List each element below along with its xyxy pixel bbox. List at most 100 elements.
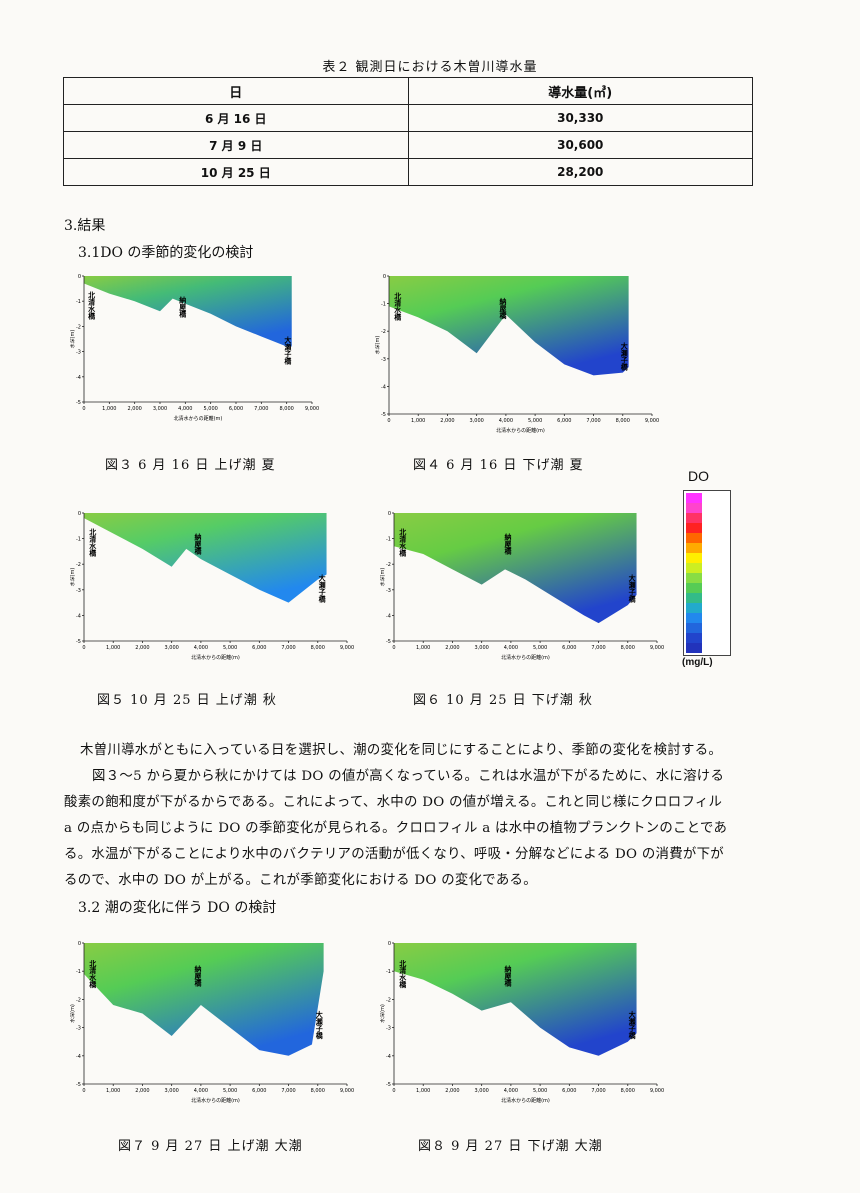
x-tick-label: 9,000 bbox=[305, 406, 319, 412]
do-color-legend bbox=[683, 490, 731, 656]
y-tick-label: -3 bbox=[386, 1026, 391, 1032]
x-tick-label: 7,000 bbox=[281, 1088, 295, 1094]
x-axis-label: 北清水からの距離(m) bbox=[191, 654, 240, 661]
y-tick-label: 0 bbox=[78, 274, 81, 280]
y-tick-label: -5 bbox=[76, 1082, 81, 1088]
x-tick-label: 4,000 bbox=[504, 645, 518, 651]
table-header-row: 日 導水量(㎥) bbox=[63, 77, 753, 105]
x-tick-label: 8,000 bbox=[311, 1088, 325, 1094]
x-tick-label: 3,000 bbox=[153, 406, 167, 412]
inflow-table: 日 導水量(㎥) 6 月 16 日 30,330 7 月 9 日 30,600 … bbox=[63, 77, 753, 186]
x-tick-label: 8,000 bbox=[621, 1088, 635, 1094]
x-tick-label: 2,000 bbox=[440, 418, 454, 424]
station-label-osezoko: 大瀬子橋 bbox=[318, 574, 327, 604]
y-tick-label: -5 bbox=[386, 1082, 391, 1088]
y-tick-label: -1 bbox=[76, 537, 81, 543]
x-tick-label: 8,000 bbox=[616, 418, 630, 424]
station-label-noya: 納屋橋 bbox=[503, 965, 512, 988]
para-line: 木曽川導水がともに入っている日を選択し、潮の変化を同じにすることにより、季節の変… bbox=[80, 743, 723, 758]
y-tick-label: -4 bbox=[386, 613, 391, 619]
x-tick-label: 4,000 bbox=[194, 645, 208, 651]
para-line: る。水温が下がることにより水中のバクテリアの活動が低くなり、呼吸・分解などによる… bbox=[64, 847, 724, 862]
y-axis-label: 水深(m) bbox=[380, 1004, 386, 1023]
x-tick-label: 4,000 bbox=[499, 418, 513, 424]
y-axis-label: 水深(m) bbox=[375, 336, 381, 355]
station-label-noya: 納屋橋 bbox=[193, 533, 202, 556]
table-row: 6 月 16 日 30,330 bbox=[63, 104, 753, 132]
cell-date: 7 月 9 日 bbox=[63, 131, 409, 159]
station-label-kitashimizu: 北清水橋 bbox=[398, 959, 407, 989]
x-tick-label: 8,000 bbox=[621, 645, 635, 651]
x-tick-label: 3,000 bbox=[475, 645, 489, 651]
legend-swatch bbox=[686, 603, 702, 613]
legend-swatch bbox=[686, 563, 702, 573]
x-tick-label: 7,000 bbox=[281, 645, 295, 651]
x-tick-label: 4,000 bbox=[178, 406, 192, 412]
legend-swatch bbox=[686, 613, 702, 623]
x-tick-label: 0 bbox=[82, 645, 85, 651]
x-tick-label: 6,000 bbox=[229, 406, 243, 412]
table-caption: 表２ 観測日における木曽川導水量 bbox=[322, 60, 538, 75]
x-tick-label: 0 bbox=[387, 418, 390, 424]
x-tick-label: 2,000 bbox=[135, 645, 149, 651]
y-tick-label: -1 bbox=[386, 969, 391, 975]
y-tick-label: -1 bbox=[76, 969, 81, 975]
x-tick-label: 5,000 bbox=[528, 418, 542, 424]
x-tick-label: 1,000 bbox=[106, 645, 120, 651]
x-tick-label: 6,000 bbox=[557, 418, 571, 424]
x-tick-label: 5,000 bbox=[533, 1088, 547, 1094]
y-tick-label: -5 bbox=[381, 412, 386, 418]
x-axis-label: 北清水からの距離(m) bbox=[191, 1097, 240, 1104]
y-tick-label: -5 bbox=[76, 400, 81, 406]
figure-caption: 図７ 9 月 27 日 上げ潮 大潮 bbox=[118, 1139, 303, 1154]
x-tick-label: 0 bbox=[82, 406, 85, 412]
y-axis-label: 水深(m) bbox=[70, 1004, 76, 1023]
y-tick-label: -2 bbox=[76, 562, 81, 568]
y-tick-label: 0 bbox=[383, 274, 386, 280]
legend-swatch bbox=[686, 623, 702, 633]
y-tick-label: -5 bbox=[386, 639, 391, 645]
x-tick-label: 1,000 bbox=[102, 406, 116, 412]
chart-fig6: 0 1,000 2,000 3,000 4,000 5,000 6,000 7,000 8,00… bbox=[380, 511, 664, 661]
y-tick-label: -2 bbox=[386, 997, 391, 1003]
para-line: るので、水中の DO が上がる。これが季節変化における DO の変化である。 bbox=[64, 873, 537, 888]
x-tick-label: 6,000 bbox=[562, 1088, 576, 1094]
x-tick-label: 3,000 bbox=[470, 418, 484, 424]
station-label-noya: 納屋橋 bbox=[193, 965, 202, 988]
x-tick-label: 5,000 bbox=[533, 645, 547, 651]
x-tick-label: 0 bbox=[392, 645, 395, 651]
x-tick-label: 4,000 bbox=[504, 1088, 518, 1094]
y-tick-label: -2 bbox=[381, 329, 386, 335]
x-tick-label: 9,000 bbox=[650, 645, 664, 651]
x-axis-label: 北清水からの距離(m) bbox=[496, 427, 545, 434]
x-tick-label: 0 bbox=[82, 1088, 85, 1094]
legend-swatch bbox=[686, 533, 702, 543]
x-tick-label: 5,000 bbox=[204, 406, 218, 412]
cross-section-area bbox=[84, 943, 324, 1056]
y-tick-label: -3 bbox=[386, 588, 391, 594]
x-tick-label: 1,000 bbox=[106, 1088, 120, 1094]
chart-fig5: 0 1,000 2,000 3,000 4,000 5,000 6,000 7,000 8,00… bbox=[70, 511, 354, 661]
station-label-osezoko: 大瀬子橋 bbox=[628, 574, 637, 604]
y-tick-label: -3 bbox=[76, 1026, 81, 1032]
legend-swatch bbox=[686, 573, 702, 583]
para-line: 図３～5 から夏から秋にかけては DO の値が高くなっている。これは水温が下がる… bbox=[92, 769, 725, 784]
x-tick-label: 6,000 bbox=[252, 1088, 266, 1094]
legend-unit: (mg/L) bbox=[682, 657, 713, 668]
y-tick-label: -3 bbox=[76, 350, 81, 356]
legend-swatch bbox=[686, 633, 702, 643]
x-tick-label: 6,000 bbox=[252, 645, 266, 651]
cell-volume: 28,200 bbox=[407, 158, 753, 186]
station-label-osezoko: 大瀬子橋 bbox=[315, 1010, 324, 1040]
legend-swatch bbox=[686, 593, 702, 603]
y-tick-label: -1 bbox=[381, 302, 386, 308]
x-tick-label: 7,000 bbox=[586, 418, 600, 424]
station-label-noya: 納屋橋 bbox=[503, 533, 512, 556]
station-label-osezoko: 大瀬子橋 bbox=[620, 341, 629, 371]
section-3-1: 3.1DO の季節的変化の検討 bbox=[78, 245, 254, 261]
legend-swatch bbox=[686, 503, 702, 513]
cell-volume: 30,330 bbox=[407, 104, 753, 132]
cell-date: 10 月 25 日 bbox=[63, 158, 409, 186]
x-axis-label: 北清水からの距離(m) bbox=[501, 1097, 550, 1104]
legend-swatch bbox=[686, 583, 702, 593]
